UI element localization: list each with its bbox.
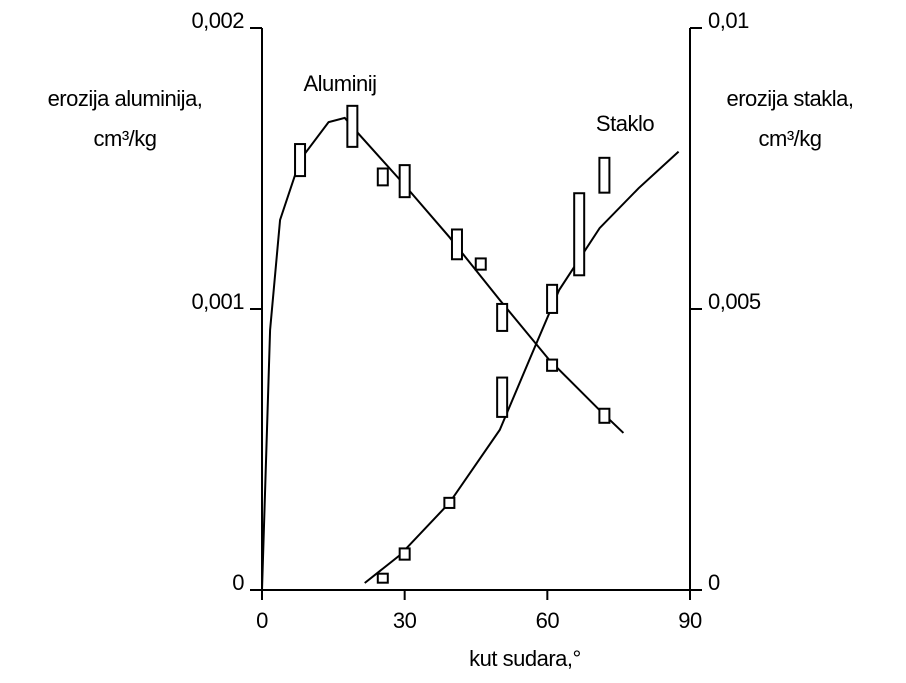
y-axis-label: erozija aluminija, — [48, 86, 203, 111]
x-tick-label: 60 — [536, 608, 560, 633]
series-label: Staklo — [596, 111, 654, 136]
fit-curve — [261, 116, 625, 591]
data-box — [294, 143, 307, 178]
y2-tick-label: 0,005 — [708, 289, 761, 314]
data-box — [546, 283, 559, 314]
data-box — [546, 358, 559, 372]
data-box — [450, 228, 463, 261]
y2-tick-label: 0 — [708, 570, 720, 595]
y-axis-label: cm³/kg — [94, 126, 157, 151]
y2-axis-label: erozija stakla, — [726, 86, 853, 111]
data-box — [346, 104, 359, 148]
y-tick-label: 0,001 — [191, 289, 244, 314]
y-tick-label: 0,002 — [191, 8, 244, 33]
data-box — [496, 376, 509, 418]
fit-curve — [364, 150, 680, 584]
data-box — [598, 156, 611, 194]
data-box — [496, 302, 509, 332]
data-box — [376, 167, 389, 187]
data-box — [398, 547, 411, 561]
y-tick-label: 0 — [232, 570, 244, 595]
y2-tick-label: 0,01 — [708, 8, 749, 33]
y2-axis-label: cm³/kg — [759, 126, 822, 151]
data-box — [376, 572, 389, 584]
data-box — [598, 407, 611, 424]
data-box — [443, 496, 456, 509]
x-tick-label: 0 — [256, 608, 268, 633]
data-box — [573, 192, 586, 277]
x-tick-label: 30 — [393, 608, 417, 633]
series-label: Aluminij — [303, 71, 376, 96]
x-tick-label: 90 — [678, 608, 702, 633]
data-box — [474, 257, 487, 271]
x-axis-label: kut sudara,° — [469, 646, 581, 671]
data-box — [398, 164, 411, 199]
